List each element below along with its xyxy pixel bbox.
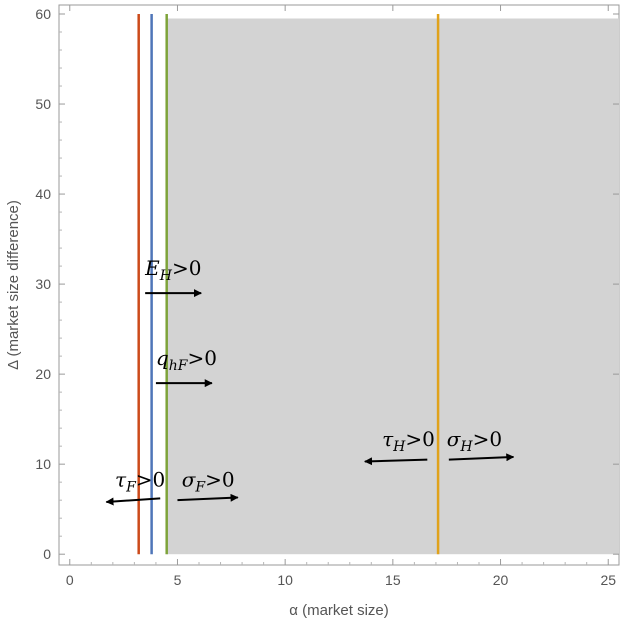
y-tick-label: 60	[35, 6, 51, 22]
x-tick-label: 20	[493, 572, 509, 588]
annotation-arrow	[448, 453, 515, 462]
shaded-region	[166, 18, 619, 555]
x-tick-label: 0	[66, 572, 74, 588]
y-tick-label: 20	[35, 366, 51, 382]
y-tick-label: 40	[35, 186, 51, 202]
annotation-label: τH>0	[382, 427, 435, 455]
x-tick-label: 5	[174, 572, 182, 588]
y-tick-label: 0	[43, 546, 51, 562]
y-tick-label: 30	[35, 276, 51, 292]
y-tick-label: 10	[35, 456, 51, 472]
x-tick-label: 25	[600, 572, 616, 588]
annotation-arrow	[177, 493, 239, 502]
annotation-label: qhF>0	[156, 346, 217, 374]
annotation-label: EH>0	[144, 256, 201, 284]
annotation-label: σF>0	[182, 468, 235, 496]
annotation-arrow	[105, 497, 161, 506]
y-axis-label: Δ (market size difference)	[5, 200, 22, 370]
y-tick-label: 50	[35, 96, 51, 112]
annotation-label: τF>0	[115, 468, 165, 496]
x-axis-label: α (market size)	[289, 602, 389, 619]
x-tick-label: 10	[277, 572, 293, 588]
annotation-arrow	[364, 457, 428, 466]
x-tick-label: 15	[385, 572, 401, 588]
annotation-label: σH>0	[447, 427, 502, 455]
